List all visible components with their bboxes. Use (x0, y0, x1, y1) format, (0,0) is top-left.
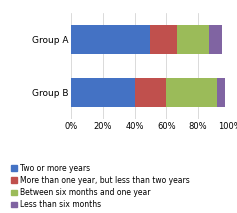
Bar (135, 78, 166, 107)
Bar (71, 25, 150, 54)
Bar (150, 25, 178, 54)
Legend: Two or more years, More than one year, but less than two years, Between six mont: Two or more years, More than one year, b… (11, 164, 190, 209)
Bar (166, 78, 217, 107)
Bar (71, 78, 135, 107)
Bar (217, 78, 225, 107)
Bar (209, 25, 222, 54)
Bar (178, 25, 209, 54)
